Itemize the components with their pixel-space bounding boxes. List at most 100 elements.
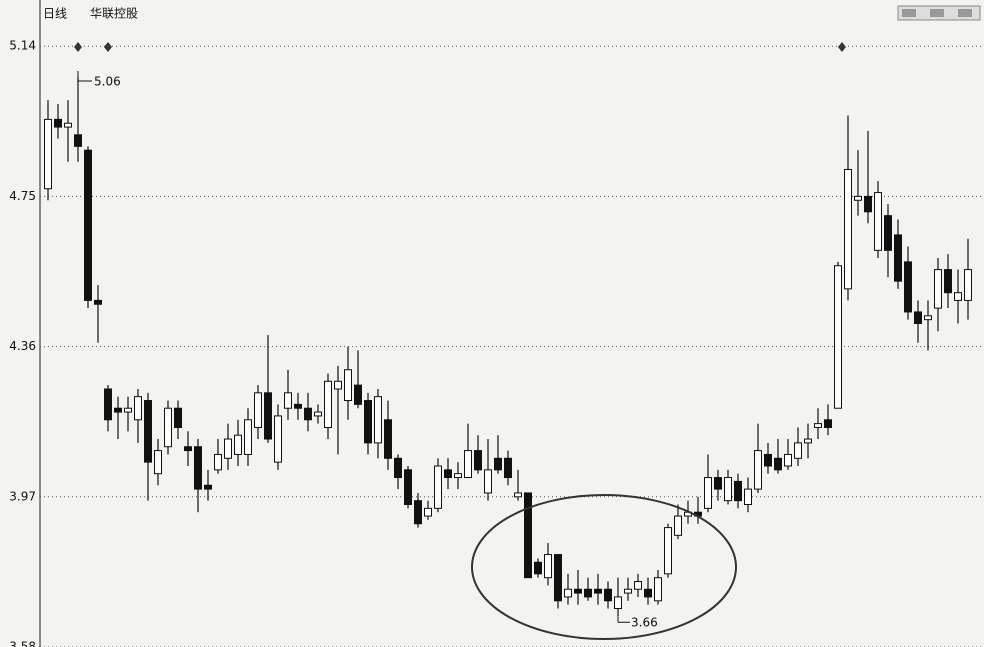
candle-body (654, 577, 662, 602)
candle-body (724, 477, 732, 502)
candle-body (774, 457, 782, 471)
candle-body (604, 588, 612, 602)
candle-body (64, 122, 72, 128)
candle-body (134, 396, 142, 421)
y-tick-label: 3.58 (9, 640, 36, 647)
candle-body (44, 118, 52, 190)
candle-body (114, 407, 122, 413)
candle-body (94, 299, 102, 305)
candle-body (514, 492, 522, 498)
candle-body (374, 396, 382, 444)
candle-body (624, 588, 632, 594)
candle-body (504, 457, 512, 479)
candle-body (414, 500, 422, 525)
candle-body (824, 419, 832, 428)
candle-body (574, 588, 582, 594)
y-tick-label: 3.97 (9, 489, 36, 503)
y-tick-label: 5.14 (9, 39, 36, 53)
candle-body (284, 392, 292, 409)
candle-body (594, 588, 602, 594)
candle-body (194, 446, 202, 490)
candle-body (494, 457, 502, 471)
candle-body (814, 423, 822, 428)
candle-body (174, 407, 182, 428)
candle-body (954, 292, 962, 301)
candle-body (184, 446, 192, 452)
candle-body (944, 269, 952, 294)
candle-body (534, 561, 542, 575)
candle-body (904, 261, 912, 313)
candle-body (364, 400, 372, 444)
chart-title: 日线 (43, 7, 67, 21)
candle-body (264, 392, 272, 440)
candle-body (754, 450, 762, 490)
chart-subtitle: 华联控股 (90, 7, 138, 21)
candle-body (924, 315, 932, 321)
candle-body (524, 492, 532, 579)
candle-body (874, 192, 882, 251)
candle-body (614, 596, 622, 609)
candle-body (424, 507, 432, 517)
candle-body (124, 407, 132, 413)
candle-body (554, 554, 562, 602)
candle-body (704, 477, 712, 509)
candle-body (454, 473, 462, 479)
candle-body (144, 400, 152, 463)
candle-body (154, 450, 162, 475)
candle-body (464, 450, 472, 479)
candle-body (294, 403, 302, 409)
candle-body (104, 388, 112, 421)
candle-body (354, 384, 362, 405)
candle-body (274, 415, 282, 463)
candle-body (304, 407, 312, 421)
candle-body (834, 265, 842, 409)
candle-body (864, 195, 872, 213)
candle-body (644, 588, 652, 598)
candle-body (344, 369, 352, 402)
candle-body (744, 488, 752, 506)
candle-body (394, 457, 402, 479)
annotation: 5.06 (94, 75, 121, 89)
candle-body (914, 311, 922, 325)
candle-body (444, 469, 452, 479)
candle-body (804, 438, 812, 444)
candle-body (234, 434, 242, 455)
candle-body (314, 411, 322, 417)
y-tick-label: 4.36 (9, 339, 36, 353)
toolbar-icon[interactable] (897, 5, 981, 21)
candle-body (484, 469, 492, 494)
candle-body (934, 269, 942, 309)
candle-body (894, 234, 902, 282)
candle-body (734, 480, 742, 502)
candle-body (844, 168, 852, 290)
candle-body (244, 419, 252, 455)
candle-body (764, 453, 772, 467)
candle-body (584, 588, 592, 598)
candle-body (674, 515, 682, 536)
candle-body (854, 195, 862, 201)
candle-body (474, 450, 482, 471)
candle-body (714, 477, 722, 490)
candle-body (74, 134, 82, 147)
candle-body (964, 269, 972, 301)
annotation: 3.66 (631, 616, 658, 630)
candle-body (564, 588, 572, 598)
candle-body (84, 149, 92, 301)
candle-body (204, 484, 212, 490)
candle-body (884, 215, 892, 251)
annotation-arrow (617, 616, 630, 623)
candle-body (214, 453, 222, 471)
candle-body (164, 407, 172, 448)
candle-body (434, 465, 442, 509)
candle-body (54, 118, 62, 128)
annotation-arrow (77, 71, 92, 82)
y-tick-label: 4.75 (9, 189, 36, 203)
candle-body (784, 453, 792, 467)
candle-body (334, 380, 342, 390)
candle-body (664, 527, 672, 575)
candle-body (404, 469, 412, 506)
candle-body (544, 554, 552, 579)
candle-body (254, 392, 262, 428)
